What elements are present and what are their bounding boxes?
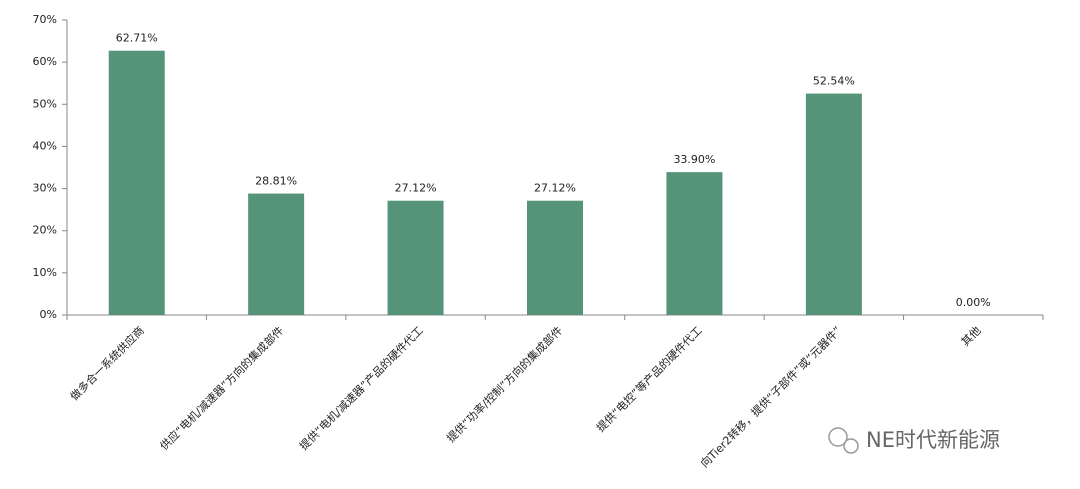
bar — [527, 200, 583, 315]
x-tick-label: 供应“电机/减速器”方向的集成部件 — [157, 323, 286, 452]
y-tick-label: 10% — [33, 266, 57, 279]
x-tick-label: 提供“电控”等产品的硬件代工 — [593, 323, 704, 434]
y-tick-label: 60% — [33, 55, 57, 68]
y-tick-label: 30% — [33, 182, 57, 195]
value-label: 52.54% — [813, 75, 855, 88]
bar — [387, 200, 444, 315]
bar — [108, 50, 165, 316]
y-tick-label: 20% — [33, 224, 57, 237]
value-label: 28.81% — [255, 175, 297, 188]
x-tick-label: 其他 — [959, 324, 984, 349]
watermark-icon — [828, 427, 848, 447]
value-label: 0.00% — [956, 296, 991, 309]
y-tick-label: 70% — [33, 13, 57, 26]
value-label: 62.71% — [116, 32, 158, 45]
y-tick-label: 50% — [33, 97, 57, 110]
y-tick-label: 0% — [40, 308, 57, 321]
watermark: NE时代新能源 — [828, 427, 1000, 454]
value-label: 27.12% — [395, 182, 437, 195]
value-label: 33.90% — [673, 153, 715, 166]
x-tick-label: 提供“功率/控制”方向的集成部件 — [444, 323, 566, 445]
bar — [666, 172, 723, 315]
bar — [805, 93, 862, 316]
x-tick-label: 提供“电机/减速器”产品的硬件代工 — [296, 323, 425, 452]
value-label: 27.12% — [534, 182, 576, 195]
watermark-text: NE时代新能源 — [866, 428, 1000, 452]
x-tick-label: 向Tier2转移，提供“子部件”或“元器件” — [697, 323, 844, 470]
bar — [248, 193, 305, 315]
y-tick-label: 40% — [33, 139, 57, 152]
x-tick-label: 做多合一系统供应商 — [67, 323, 147, 403]
watermark-icon — [843, 438, 859, 454]
